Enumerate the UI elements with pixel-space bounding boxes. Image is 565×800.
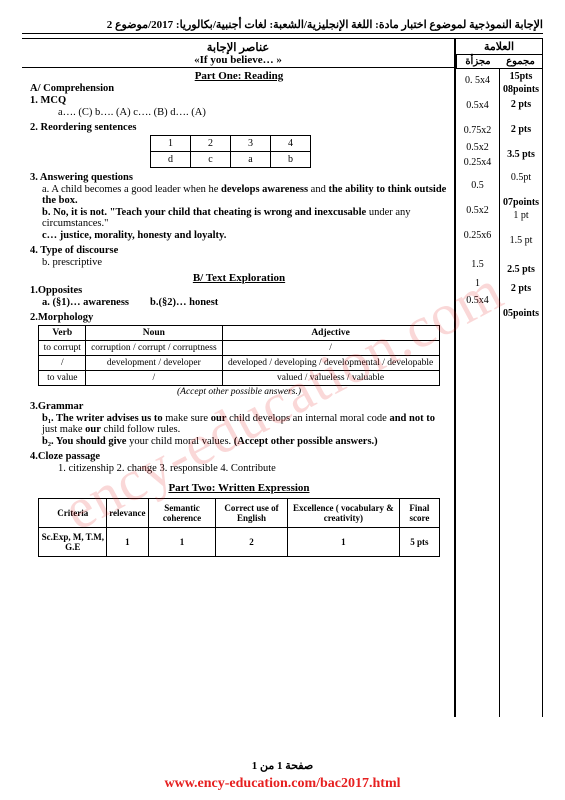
q4a: b. prescriptive: [42, 257, 448, 268]
page-footer: صفحة 1 من 1: [0, 759, 565, 772]
q2: 2. Reordering sentences: [30, 122, 448, 133]
q3c: c… justice, morality, honesty and loyalt…: [42, 230, 448, 241]
marks-total-list: 15pts08points2 pts2 pts3.5 pts0.5pt07poi…: [499, 69, 542, 717]
footer-url: www.ency-education.com/bac2017.html: [0, 776, 565, 792]
marks-part-list: 0. 5x40.5x40.75x20.5x20.25x40.50.5x20.25…: [456, 69, 499, 717]
marks-col-part: مجزأة: [456, 55, 499, 68]
q3: 3. Answering questions: [30, 172, 448, 183]
divider: [22, 33, 543, 34]
section-b-title: B/ Text Exploration: [30, 272, 448, 284]
q1: 1. MCQ: [30, 95, 448, 106]
part-one-title: Part One: Reading: [30, 70, 448, 82]
answers-head: عناصر الإجابة «If you believe… »: [22, 39, 454, 68]
b3-1: b₁. The writer advises us to make sure o…: [42, 413, 448, 435]
accept-note: (Accept other possible answers.): [30, 387, 448, 397]
b1: 1.Opposites: [30, 285, 448, 296]
b4-ans: 1. citizenship 2. change 3. responsible …: [58, 463, 448, 474]
marks-col-total: مجموع: [499, 55, 542, 68]
morphology-table: Verb Noun Adjective to corrupt corruptio…: [38, 325, 439, 386]
b4: 4.Cloze passage: [30, 451, 448, 462]
section-a: A/ Comprehension: [30, 83, 448, 94]
q3a: a. A child becomes a good leader when he…: [42, 184, 448, 206]
q3b: b. No, it is not. "Teach your child that…: [42, 207, 448, 229]
marks-column: العلامة مجزأة مجموع 0. 5x40.5x40.75x20.5…: [455, 39, 543, 717]
reorder-table: 1 2 3 4 d c a b: [150, 135, 311, 168]
q1-answers: a…. (C) b…. (A) c…. (B) d…. (A): [58, 107, 448, 118]
q4: 4. Type of discourse: [30, 245, 448, 256]
part-two-title: Part Two: Written Expression: [30, 482, 448, 494]
main-table: عناصر الإجابة «If you believe… » Part On…: [22, 38, 543, 717]
criteria-table: Criteria relevance Semantic coherence Co…: [38, 498, 439, 557]
b3-2: b₂. You should give your child moral val…: [42, 436, 448, 447]
b2: 2.Morphology: [30, 312, 448, 323]
marks-title: العلامة: [456, 39, 542, 55]
b1-ans: a. (§1)… awareness b.(§2)… honest: [42, 297, 448, 308]
doc-header: الإجابة النموذجية لموضوع اختبار مادة: ال…: [22, 18, 543, 31]
b3: 3.Grammar: [30, 401, 448, 412]
answers-column: عناصر الإجابة «If you believe… » Part On…: [22, 39, 455, 717]
